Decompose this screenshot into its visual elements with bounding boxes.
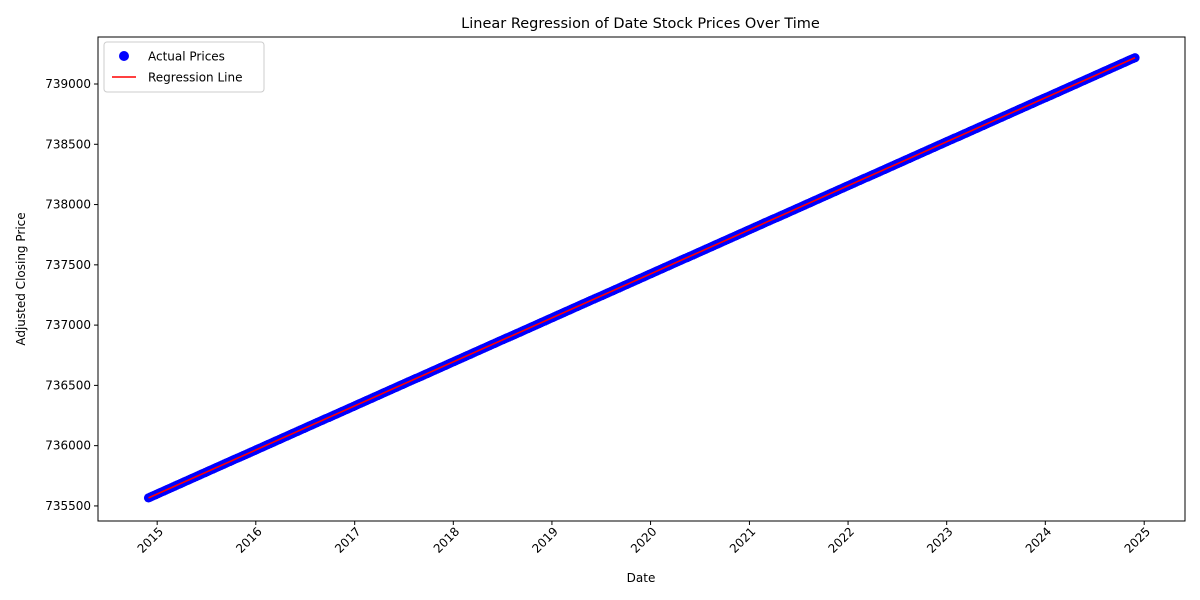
y-axis-label: Adjusted Closing Price xyxy=(14,212,28,345)
x-tick-label: 2020 xyxy=(628,524,659,555)
y-tick-label: 737500 xyxy=(45,258,91,272)
legend-label-actual-prices: Actual Prices xyxy=(148,50,225,64)
y-tick-label: 736000 xyxy=(45,439,91,453)
x-tick-label: 2023 xyxy=(924,524,955,555)
x-tick-label: 2024 xyxy=(1023,524,1054,555)
y-tick-label: 736500 xyxy=(45,378,91,392)
plot-frame xyxy=(97,36,1186,522)
x-tick-label: 2025 xyxy=(1122,524,1153,555)
x-tick-label: 2018 xyxy=(431,524,462,555)
legend-marker-actual-prices xyxy=(119,51,129,61)
x-tick-label: 2016 xyxy=(233,524,264,555)
y-tick-label: 737000 xyxy=(45,318,91,332)
x-tick-label: 2022 xyxy=(825,524,856,555)
legend: Actual Prices Regression Line xyxy=(103,41,265,93)
regression-line xyxy=(148,57,1136,499)
x-tick-label: 2019 xyxy=(529,524,560,555)
x-tick-label: 2015 xyxy=(135,524,166,555)
x-axis: 2015 2016 2017 2018 2019 2020 2021 2022 2023 2024… xyxy=(135,521,1153,556)
chart-title: Linear Regression of Date Stock Prices O… xyxy=(461,16,820,32)
legend-box xyxy=(103,41,265,93)
y-tick-label: 738000 xyxy=(45,198,91,212)
x-tick-label: 2017 xyxy=(332,524,363,555)
y-axis: 735500 736000 736500 737000 737500 738000 7385… xyxy=(45,77,98,513)
y-tick-label: 738500 xyxy=(45,137,91,151)
y-tick-label: 739000 xyxy=(45,77,91,91)
y-tick-label: 735500 xyxy=(45,499,91,513)
x-tick-label: 2021 xyxy=(727,524,758,555)
legend-label-regression-line: Regression Line xyxy=(148,71,242,85)
x-axis-label: Date xyxy=(627,571,656,585)
regression-series xyxy=(148,57,1136,499)
